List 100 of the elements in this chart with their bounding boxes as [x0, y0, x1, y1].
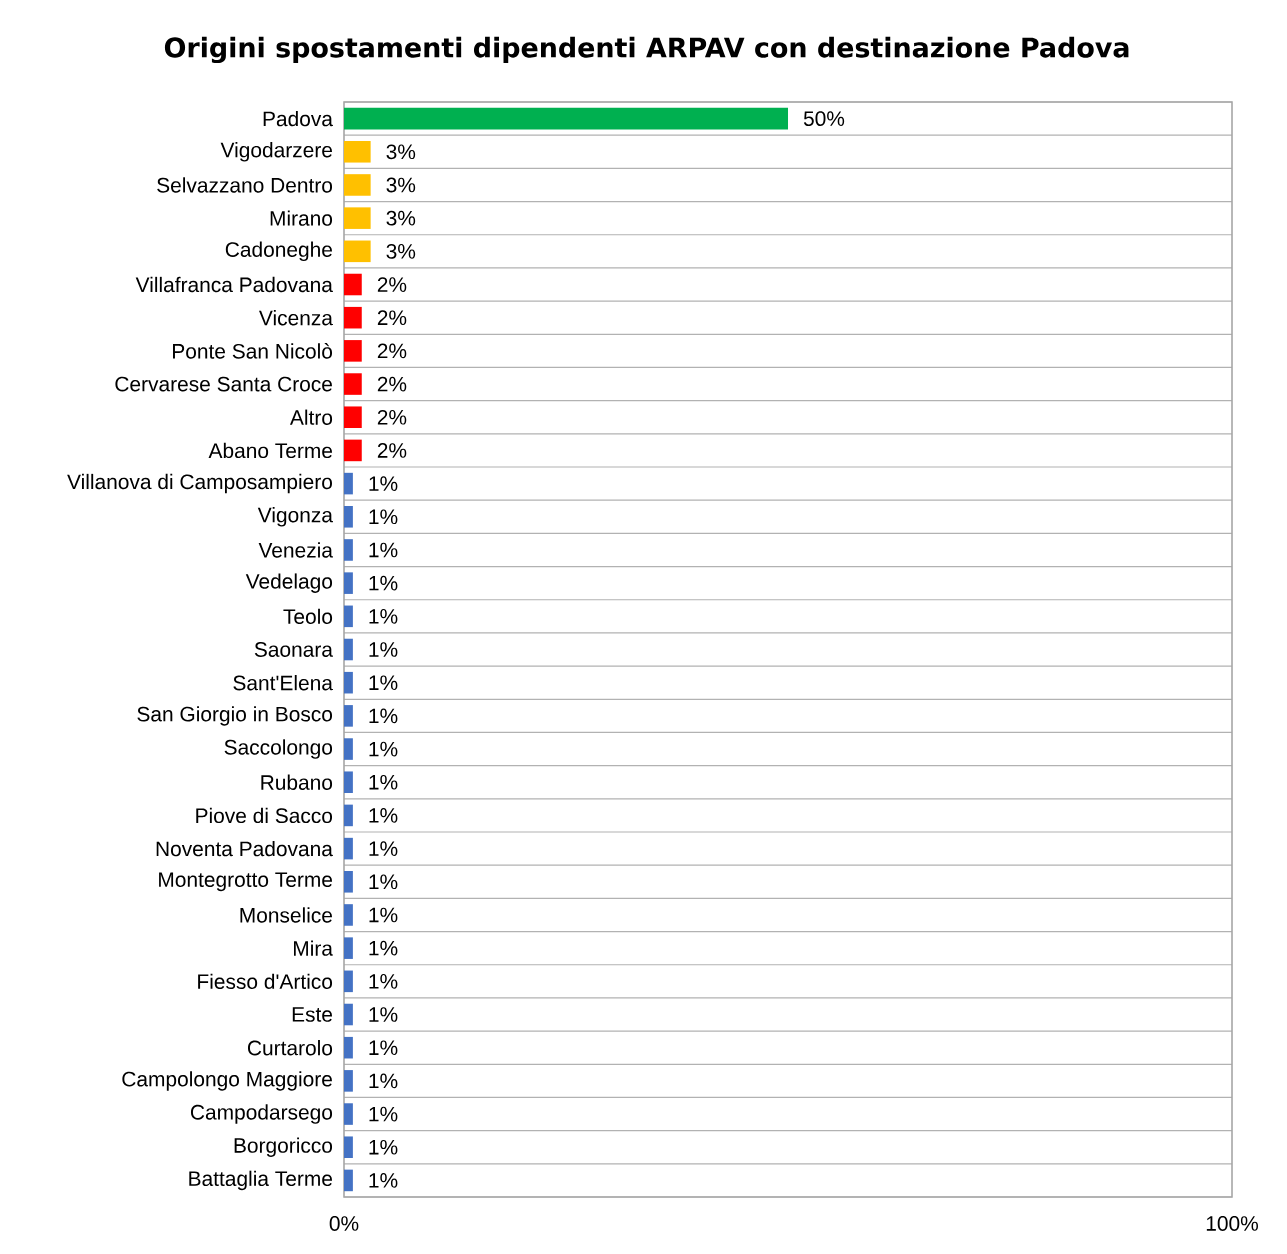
bar: [344, 771, 353, 794]
chart-title: Origini spostamenti dipendenti ARPAV con destinazione Padova: [164, 36, 1129, 64]
y-tick-label: Altro: [289, 409, 333, 425]
y-tick-label: Vigonza: [257, 507, 333, 527]
y-tick-label: Vigodarzere: [220, 142, 332, 162]
bar: [344, 506, 353, 528]
x-tick-label: 0%: [329, 1216, 359, 1231]
data-label: 1%: [369, 542, 398, 558]
y-tick-label: Abano Terme: [208, 442, 333, 459]
bar: [344, 1136, 353, 1159]
data-label: 2%: [377, 409, 407, 425]
y-tick-label: Venezia: [258, 542, 333, 558]
data-label: 1%: [369, 675, 398, 691]
bar: [344, 1103, 353, 1125]
y-tick-label: Cervarese Santa Croce: [115, 376, 332, 392]
data-label: 3%: [386, 144, 416, 160]
y-tick-label: Vicenza: [259, 310, 333, 326]
data-label: 2%: [377, 277, 407, 292]
y-tick-label: Borgoricco: [234, 1137, 333, 1157]
bar: [344, 373, 362, 395]
y-tick-label: Vedelago: [245, 573, 333, 593]
y-tick-label: Cadoneghe: [225, 241, 332, 262]
bar: [344, 340, 362, 362]
bar: [344, 804, 353, 827]
data-label: 1%: [369, 575, 398, 591]
data-label: 2%: [377, 443, 407, 458]
bar: [344, 439, 362, 462]
data-label: 1%: [369, 808, 398, 823]
y-tick-label: Selvazzano Dentro: [157, 177, 333, 193]
data-label: 1%: [369, 642, 398, 657]
y-tick-label: Monselice: [240, 907, 332, 923]
y-tick-label: Mira: [294, 940, 333, 956]
bar: [344, 904, 353, 926]
y-tick-label: Curtarolo: [247, 1040, 333, 1056]
y-tick-label: Este: [292, 1007, 333, 1022]
bar: [344, 273, 362, 296]
data-label: 1%: [369, 907, 398, 923]
bar: [344, 937, 353, 959]
bar: [344, 174, 371, 196]
bar: [344, 1070, 353, 1092]
data-label: 2%: [377, 376, 407, 392]
data-label: 50%: [803, 111, 845, 127]
bar: [344, 1036, 353, 1059]
bar: [344, 472, 353, 495]
data-label: 1%: [369, 708, 398, 724]
bar: [344, 539, 353, 561]
y-tick-label: Piove di Sacco: [196, 807, 333, 824]
data-label: 1%: [369, 774, 398, 790]
bar: [344, 871, 353, 893]
y-tick-label: Campolongo Maggiore: [122, 1071, 332, 1091]
y-tick-label: Villanova di Camposampiero: [67, 473, 332, 494]
bar: [344, 572, 353, 594]
x-tick-label: 100%: [1206, 1216, 1258, 1231]
y-tick-label: Saonara: [254, 642, 333, 657]
data-label: 3%: [386, 210, 416, 226]
y-tick-label: Teolo: [283, 608, 333, 625]
y-tick-label: Ponte San Nicolò: [173, 343, 333, 359]
data-label: 3%: [386, 177, 416, 193]
data-label: 2%: [377, 310, 407, 326]
data-label: 1%: [369, 940, 398, 956]
y-tick-label: Noventa Padovana: [156, 840, 333, 857]
data-label: 1%: [369, 509, 398, 525]
y-tick-label: Villafranca Padovana: [135, 276, 333, 293]
y-tick-label: Montegrotto Terme: [159, 872, 333, 892]
bar: [344, 240, 371, 263]
bar: [344, 738, 353, 760]
bar: [344, 141, 371, 163]
data-label: 1%: [369, 874, 398, 890]
bar: [344, 705, 353, 727]
bar: [344, 638, 353, 661]
bar: [344, 837, 353, 860]
bar: [344, 1003, 353, 1026]
y-tick-label: Mirano: [270, 210, 333, 226]
y-tick-label: Campodarsego: [190, 1104, 333, 1124]
bar: [344, 107, 789, 130]
data-label: 1%: [369, 609, 398, 624]
bar: [344, 207, 371, 229]
data-label: 1%: [369, 476, 398, 491]
data-label: 1%: [369, 1073, 398, 1089]
y-tick-label: Saccolongo: [224, 739, 333, 759]
data-label: 3%: [386, 243, 416, 259]
y-tick-label: Sant'Elena: [233, 675, 333, 691]
y-tick-label: San Giorgio in Bosco: [137, 706, 333, 726]
data-label: 1%: [369, 841, 398, 856]
data-label: 1%: [369, 741, 398, 757]
data-label: 1%: [369, 1007, 398, 1022]
data-label: 1%: [369, 1173, 398, 1188]
y-tick-label: Padova: [263, 110, 333, 127]
data-label: 2%: [377, 343, 407, 359]
y-tick-label: Rubano: [261, 774, 333, 790]
bar: [344, 306, 362, 329]
data-label: 1%: [369, 974, 398, 989]
bar: [344, 605, 353, 628]
bar: [344, 970, 353, 993]
data-label: 1%: [369, 1139, 398, 1155]
bar: [344, 671, 353, 694]
y-tick-label: Fiesso d'Artico: [198, 973, 333, 990]
data-label: 1%: [369, 1106, 398, 1122]
data-label: 1%: [369, 1040, 398, 1056]
bar: [344, 1169, 353, 1192]
